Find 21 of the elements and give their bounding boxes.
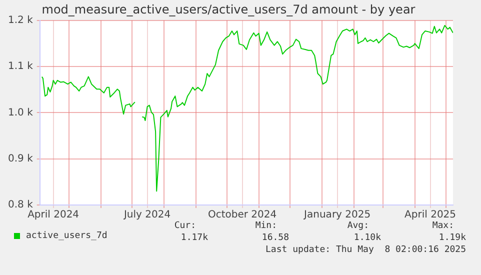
chart-title: mod_measure_active_users/active_users_7d amount - by year (42, 2, 416, 16)
text: 1.10k (354, 233, 381, 244)
text: Avg: (347, 221, 369, 232)
y-tick-label: 0.9 k (8, 153, 34, 164)
text: 16.58 (262, 233, 289, 244)
x-tick-label: April 2024 (28, 210, 80, 221)
text: 1.19k (438, 233, 466, 244)
x-tick-label: July 2024 (122, 210, 171, 221)
text: Max: (432, 221, 454, 232)
text: Cur: (174, 221, 196, 232)
x-tick-label: April 2025 (404, 210, 456, 221)
legend-label: active_users_7d (26, 231, 108, 241)
y-tick-label: 0.8 k (8, 200, 34, 211)
x-tick-label: January 2025 (303, 210, 371, 221)
x-tick-label: October 2024 (208, 210, 277, 221)
text: Min: (255, 221, 277, 232)
text: Last update: Thu May 8 02:00:16 2025 (266, 245, 466, 256)
text: 1.17k (180, 233, 208, 244)
y-tick-label: 1.0 k (8, 107, 34, 118)
y-tick-label: 1.2 k (8, 14, 34, 26)
y-tick-label: 1.1 k (8, 61, 34, 72)
